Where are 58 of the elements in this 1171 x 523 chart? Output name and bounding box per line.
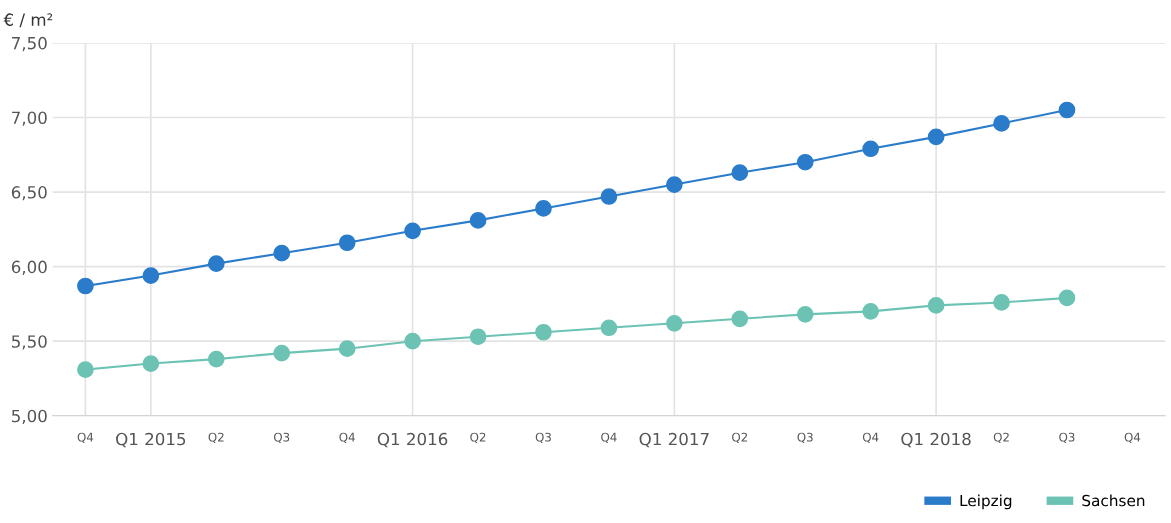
point	[535, 323, 552, 341]
point	[273, 344, 291, 362]
x-tick-label: Q1 2015	[116, 432, 186, 448]
point	[469, 328, 487, 346]
y-tick-label: 5,00	[12, 409, 47, 425]
point	[927, 297, 945, 314]
point	[993, 294, 1010, 311]
x-tick-label: Q4	[77, 432, 94, 443]
x-tick-label: Q1 2017	[639, 432, 709, 448]
point	[666, 314, 683, 332]
legend-label: Sachsen	[1082, 494, 1145, 507]
point	[77, 361, 94, 378]
x-tick-label: Q2	[470, 432, 486, 443]
y-tick-label: 7,00	[12, 111, 47, 126]
x-tick-label: Q4	[601, 432, 617, 443]
y-axis-title: € / m²	[3, 13, 53, 28]
point	[600, 188, 618, 205]
point	[796, 306, 814, 323]
x-tick-label: Q3	[273, 432, 290, 443]
point	[142, 355, 160, 372]
point	[927, 128, 945, 146]
x-tick-label: Q4	[1124, 432, 1141, 443]
point	[862, 140, 880, 158]
point	[666, 176, 683, 193]
legend-label: Leipzig	[960, 494, 1012, 510]
x-tick-label: Q3	[535, 432, 551, 443]
y-tick-label: 6,00	[11, 260, 47, 275]
y-tick-label: 7,50	[12, 36, 47, 52]
point	[862, 303, 880, 320]
point	[796, 153, 814, 171]
x-tick-label: Q3	[1059, 432, 1075, 443]
y-tick-label: 5,50	[12, 335, 47, 350]
point	[600, 319, 618, 337]
x-tick-label: Q3	[797, 432, 813, 443]
x-tick-label: Q1 2016	[377, 432, 448, 448]
point	[993, 115, 1010, 132]
point	[404, 332, 421, 350]
y-tick-label: 6,50	[11, 186, 47, 201]
x-tick-label: Q4	[339, 432, 355, 443]
point	[77, 277, 94, 295]
point	[535, 200, 552, 217]
point	[1058, 101, 1076, 119]
point	[1058, 289, 1076, 307]
x-tick-label: Q2	[208, 432, 224, 443]
point	[207, 350, 225, 368]
x-tick-label: Q4	[862, 432, 879, 443]
point	[338, 234, 356, 252]
x-tick-label: Q2	[732, 432, 748, 443]
point	[404, 222, 421, 240]
x-tick-label: Q1 2018	[901, 432, 971, 448]
point	[338, 340, 356, 357]
point	[142, 267, 160, 284]
point	[273, 244, 291, 262]
x-tick-label: Q2	[993, 432, 1009, 443]
point	[469, 212, 487, 229]
point	[731, 310, 749, 328]
point	[731, 164, 749, 181]
point	[207, 255, 225, 272]
